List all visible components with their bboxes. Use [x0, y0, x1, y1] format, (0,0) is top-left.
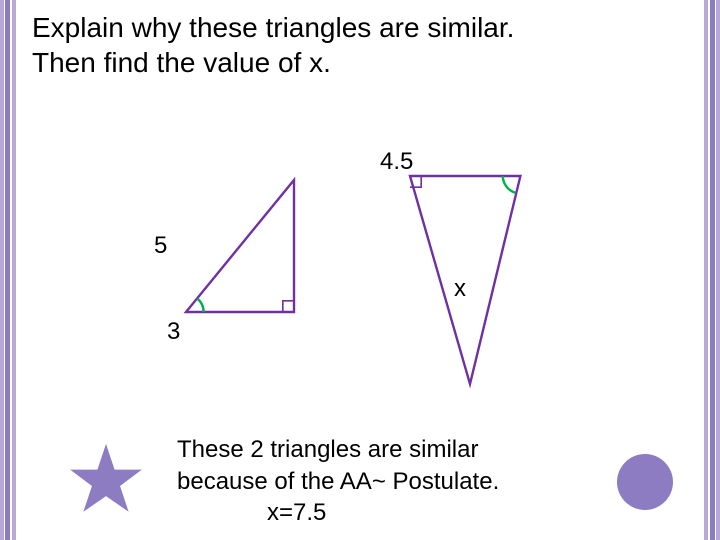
- question-block: Explain why these triangles are similar.…: [22, 0, 698, 80]
- circle-accent: [617, 454, 673, 510]
- label-four-five: 4.5: [380, 148, 413, 176]
- right-angle-arc: [503, 176, 516, 193]
- left-right-angle-marker: [283, 301, 294, 312]
- answer-line3: x=7.5: [177, 497, 499, 528]
- answer-line1: These 2 triangles are similar: [177, 434, 499, 465]
- question-line1: Explain why these triangles are similar.: [32, 10, 688, 45]
- answer-block: These 2 triangles are similar because of…: [177, 434, 499, 528]
- right-border-stripes: [702, 0, 720, 540]
- label-three: 3: [167, 318, 180, 346]
- triangles-svg: [22, 80, 702, 400]
- left-angle-arc: [197, 298, 203, 312]
- diagram-area: 5 3 4.5 x: [22, 80, 698, 400]
- left-triangle: [186, 180, 294, 312]
- question-line2: Then find the value of x.: [32, 45, 688, 80]
- answer-line2: because of the AA~ Postulate.: [177, 466, 499, 497]
- label-five: 5: [154, 232, 167, 260]
- label-x: x: [454, 275, 466, 303]
- left-border-stripes: [0, 0, 18, 540]
- star-icon: [67, 440, 145, 518]
